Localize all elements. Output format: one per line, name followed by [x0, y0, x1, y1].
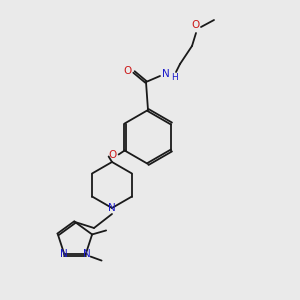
Text: N: N [162, 69, 170, 79]
Text: N: N [83, 249, 91, 259]
Text: O: O [192, 20, 200, 30]
Text: O: O [123, 66, 131, 76]
Text: N: N [108, 203, 116, 213]
Text: N: N [59, 249, 67, 259]
Text: O: O [109, 151, 117, 160]
Text: H: H [172, 73, 178, 82]
